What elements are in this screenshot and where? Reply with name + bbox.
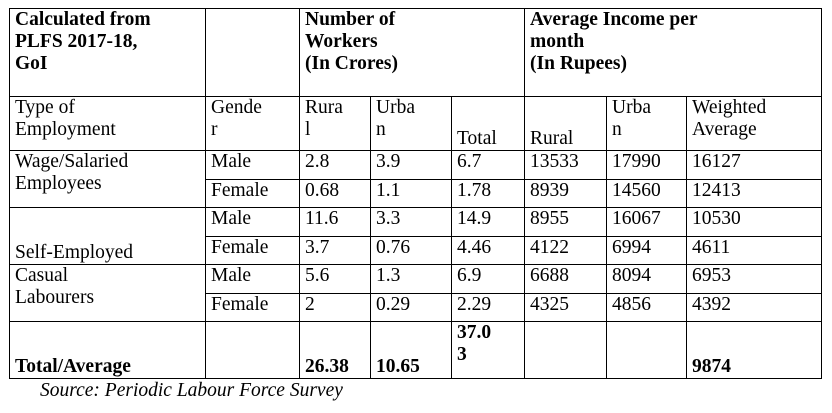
data-source-header: Calculated from PLFS 2017-18, GoI bbox=[9, 8, 206, 97]
total-workers-cell: 1.78 bbox=[450, 179, 526, 208]
rural-income-cell: 8939 bbox=[524, 179, 608, 208]
col-type-of-employment: Type of Employment bbox=[9, 96, 206, 151]
rural-workers-cell: 2 bbox=[299, 293, 371, 322]
rural-workers-cell: 5.6 bbox=[299, 264, 371, 294]
total-workers-cell: 2.29 bbox=[450, 293, 526, 322]
rural-income-cell: 4325 bbox=[524, 293, 608, 322]
table-row: Casual Labourers Male 5.6 1.3 6.9 6688 8… bbox=[9, 264, 823, 322]
gender-cell: Male bbox=[205, 264, 300, 294]
income-header: Average Income per month (In Rupees) bbox=[524, 8, 823, 97]
group-casual-labourers: Casual Labourers bbox=[9, 264, 206, 322]
table-row: Self-Employed Male 11.6 3.3 14.9 8955 16… bbox=[9, 207, 823, 265]
urban-income-cell: 6994 bbox=[606, 236, 688, 265]
total-workers-cell: 14.9 bbox=[450, 207, 526, 237]
total-gender-blank bbox=[205, 321, 300, 379]
urban-workers-cell: 1.3 bbox=[370, 264, 452, 294]
total-workers-cell: 4.46 bbox=[450, 236, 526, 265]
urban-income-cell: 14560 bbox=[606, 179, 688, 208]
source-caption: Source: Periodic Labour Force Survey bbox=[40, 380, 343, 401]
group-self-employed: Self-Employed bbox=[9, 207, 206, 265]
rural-income-cell: 8955 bbox=[524, 207, 608, 237]
rural-income-cell: 6688 bbox=[524, 264, 608, 294]
rural-workers-cell: 2.8 bbox=[299, 150, 371, 180]
col-gender: Gende r bbox=[205, 96, 300, 151]
rural-workers-cell: 11.6 bbox=[299, 207, 371, 237]
weighted-average-cell: 6953 bbox=[686, 264, 823, 294]
urban-workers-cell: 0.76 bbox=[370, 236, 452, 265]
urban-income-cell: 16067 bbox=[606, 207, 688, 237]
total-workers: 37.0 3 bbox=[450, 321, 526, 379]
weighted-average-cell: 4611 bbox=[686, 236, 823, 265]
total-weighted-average: 9874 bbox=[686, 321, 823, 379]
header-row-1: Calculated from PLFS 2017-18, GoI Number… bbox=[9, 8, 823, 97]
weighted-average-cell: 10530 bbox=[686, 207, 823, 237]
gender-cell: Female bbox=[205, 236, 300, 265]
urban-income-cell: 17990 bbox=[606, 150, 688, 180]
rural-income-cell: 4122 bbox=[524, 236, 608, 265]
total-workers-cell: 6.7 bbox=[450, 150, 526, 180]
col-total-workers: Total bbox=[450, 96, 526, 151]
urban-workers-cell: 0.29 bbox=[370, 293, 452, 322]
workers-header: Number of Workers (In Crores) bbox=[298, 8, 526, 97]
col-weighted-average: Weighted Average bbox=[686, 96, 823, 151]
col-urban-income: Urba n bbox=[606, 96, 688, 151]
gender-cell: Female bbox=[205, 293, 300, 322]
table-row: Female 0.68 1.1 1.78 8939 14560 12413 bbox=[10, 179, 823, 208]
urban-income-cell: 8094 bbox=[606, 264, 688, 294]
total-urban-workers: 10.65 bbox=[370, 321, 452, 379]
rural-workers-cell: 3.7 bbox=[299, 236, 371, 265]
group-wage-salaried: Wage/Salaried Employees bbox=[9, 150, 206, 208]
weighted-average-cell: 4392 bbox=[686, 293, 823, 322]
urban-workers-cell: 3.9 bbox=[370, 150, 452, 180]
rural-workers-cell: 0.68 bbox=[299, 179, 371, 208]
employment-income-table: Calculated from PLFS 2017-18, GoI Number… bbox=[9, 8, 823, 379]
total-row: Total/Average 26.38 10.65 37.0 3 9874 bbox=[9, 321, 823, 379]
urban-workers-cell: 3.3 bbox=[370, 207, 452, 237]
total-rural-workers: 26.38 bbox=[299, 321, 371, 379]
table-row: Wage/Salaried Employees Male 2.8 3.9 6.7… bbox=[9, 150, 823, 208]
gender-cell: Male bbox=[205, 150, 300, 180]
header-blank bbox=[205, 8, 300, 97]
urban-workers-cell: 1.1 bbox=[370, 179, 452, 208]
total-urban-income-blank bbox=[606, 321, 688, 379]
col-rural-income: Rural bbox=[524, 96, 608, 151]
total-workers-cell: 6.9 bbox=[450, 264, 526, 294]
col-urban-workers: Urba n bbox=[370, 96, 452, 151]
weighted-average-cell: 16127 bbox=[686, 150, 823, 180]
urban-income-cell: 4856 bbox=[606, 293, 688, 322]
header-row-2: Type of Employment Gende r Rura l Urba n… bbox=[9, 96, 823, 151]
rural-income-cell: 13533 bbox=[524, 150, 608, 180]
col-rural-workers: Rura l bbox=[299, 96, 371, 151]
total-label: Total/Average bbox=[9, 321, 206, 379]
weighted-average-cell: 12413 bbox=[686, 179, 823, 208]
gender-cell: Male bbox=[205, 207, 300, 237]
table-row: Female 3.7 0.76 4.46 4122 6994 4611 bbox=[10, 236, 823, 265]
gender-cell: Female bbox=[205, 179, 300, 208]
total-rural-income-blank bbox=[524, 321, 608, 379]
